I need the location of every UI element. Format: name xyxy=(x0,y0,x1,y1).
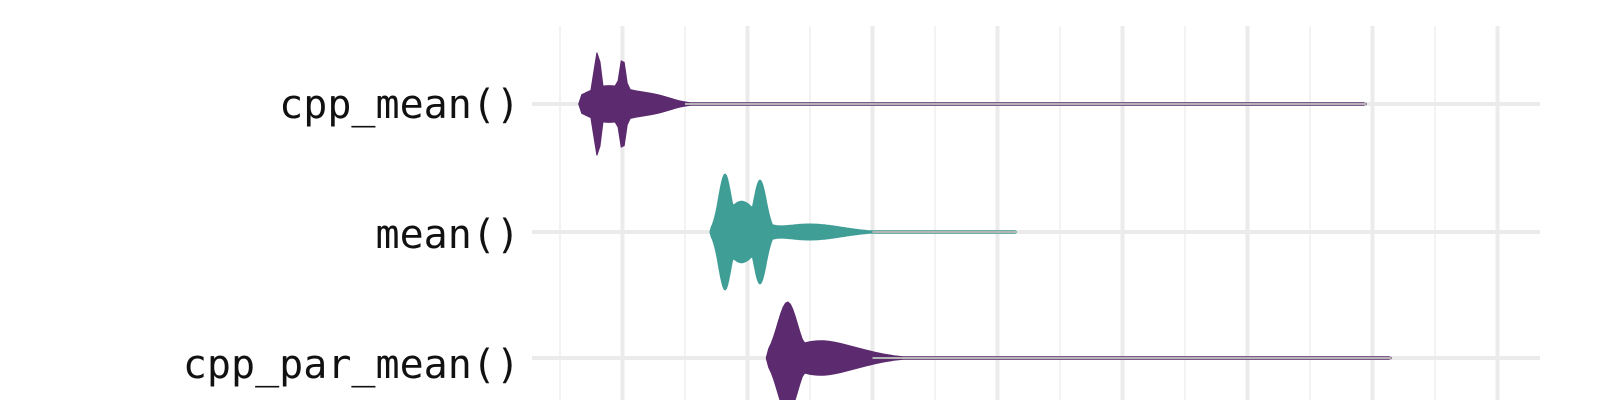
category-label-cpp-mean: cpp_mean() xyxy=(279,82,520,128)
category-label-mean: mean() xyxy=(376,212,521,258)
violin-cpp-par-mean xyxy=(765,301,1392,400)
grid-lines xyxy=(532,26,1540,400)
violins xyxy=(578,52,1392,400)
category-labels: cpp_mean() mean() cpp_par_mean() xyxy=(183,82,520,388)
violin-mean xyxy=(709,173,1017,291)
category-label-cpp-par-mean: cpp_par_mean() xyxy=(183,342,520,388)
